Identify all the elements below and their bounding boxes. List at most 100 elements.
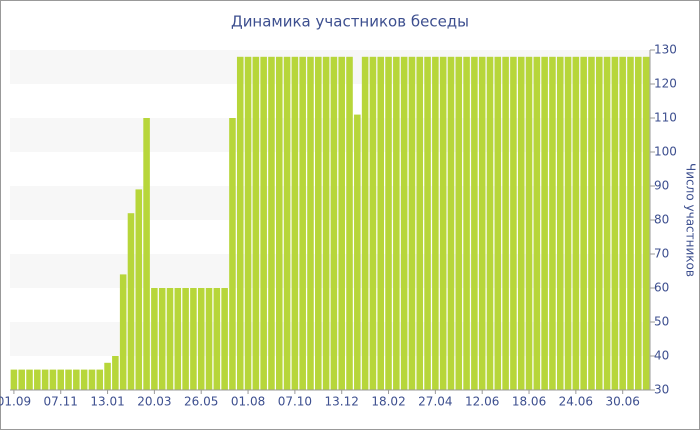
x-tick-label: 20.03 (137, 395, 171, 409)
x-tick-label: 30.06 (606, 395, 640, 409)
bar (354, 114, 361, 390)
bar (439, 56, 447, 391)
x-tick-label: 12.06 (465, 395, 499, 409)
bar (166, 288, 174, 390)
bar (517, 56, 525, 391)
bar (283, 56, 291, 391)
bar (244, 56, 252, 391)
bar (533, 56, 541, 391)
bar (385, 56, 392, 391)
bar (96, 369, 104, 390)
x-tick-label: 13.01 (90, 395, 124, 409)
bar (564, 56, 572, 391)
y-tick-label: 110 (654, 111, 677, 125)
bar (174, 288, 182, 390)
bar (268, 56, 275, 391)
bar (229, 118, 236, 390)
bar (502, 56, 509, 391)
bar (143, 118, 150, 390)
bar (541, 56, 548, 391)
bar (252, 56, 260, 391)
bar (455, 56, 463, 391)
bar (158, 288, 166, 390)
bar (236, 56, 244, 391)
bar (88, 369, 96, 390)
bar (197, 288, 205, 390)
y-tick-label: 120 (654, 77, 677, 91)
bar (486, 56, 494, 391)
y-tick-label: 130 (654, 43, 677, 57)
bar (510, 56, 517, 391)
bar (447, 56, 455, 391)
bar (221, 288, 228, 390)
bar (135, 189, 143, 390)
bar (635, 56, 642, 391)
bar (494, 56, 502, 391)
bar (556, 56, 564, 391)
bar (104, 362, 111, 390)
bar (603, 56, 611, 391)
bar (346, 56, 353, 391)
x-tick-label: 24.06 (559, 395, 593, 409)
bar (291, 56, 299, 391)
bar (80, 369, 88, 390)
bar (588, 56, 595, 391)
bar (34, 369, 41, 390)
bar (182, 288, 189, 390)
bar (73, 369, 80, 390)
bar (275, 56, 283, 391)
y-tick-label: 30 (654, 383, 669, 397)
bar (338, 56, 345, 391)
bar (41, 369, 49, 390)
bar (10, 369, 18, 390)
bar (619, 56, 626, 391)
bar (299, 56, 306, 391)
bar (595, 56, 603, 391)
bar (400, 56, 408, 391)
bar (580, 56, 587, 391)
bar (151, 288, 158, 390)
x-tick-label: 26.05 (184, 395, 218, 409)
bar (471, 56, 478, 391)
bar (369, 56, 377, 391)
bar (315, 56, 322, 391)
x-tick-label: 07.10 (278, 395, 312, 409)
bar (432, 56, 439, 391)
bar (112, 356, 119, 390)
bar (611, 56, 619, 391)
bar (525, 56, 533, 391)
bar (478, 56, 486, 391)
x-tick-label: 18.06 (512, 395, 546, 409)
y-tick-label: 60 (654, 281, 669, 295)
y-tick-label: 100 (654, 145, 677, 159)
x-tick-label: 01.09 (0, 395, 31, 409)
bar (213, 288, 221, 390)
y-tick-label: 70 (654, 247, 669, 261)
bar (463, 56, 470, 391)
bar (260, 56, 267, 391)
bar (65, 369, 72, 390)
y-tick-label: 50 (654, 315, 669, 329)
bar (408, 56, 416, 391)
bar (642, 56, 650, 391)
y-tick-label: 90 (654, 179, 669, 193)
y-tick-label: 80 (654, 213, 669, 227)
y-axis-label: Число участников (684, 163, 698, 277)
x-tick-label: 07.11 (44, 395, 78, 409)
bar (572, 56, 580, 391)
bar (424, 56, 431, 391)
bar (549, 56, 556, 391)
bar (330, 56, 338, 391)
bar (18, 369, 25, 390)
bar (127, 213, 135, 390)
bar (416, 56, 424, 391)
x-tick-label: 01.08 (231, 395, 265, 409)
bar (119, 274, 127, 390)
bar (49, 369, 57, 390)
bar (361, 56, 369, 391)
x-tick-label: 27.04 (418, 395, 452, 409)
bar (205, 288, 213, 390)
bar (26, 369, 33, 390)
bar (393, 56, 400, 391)
